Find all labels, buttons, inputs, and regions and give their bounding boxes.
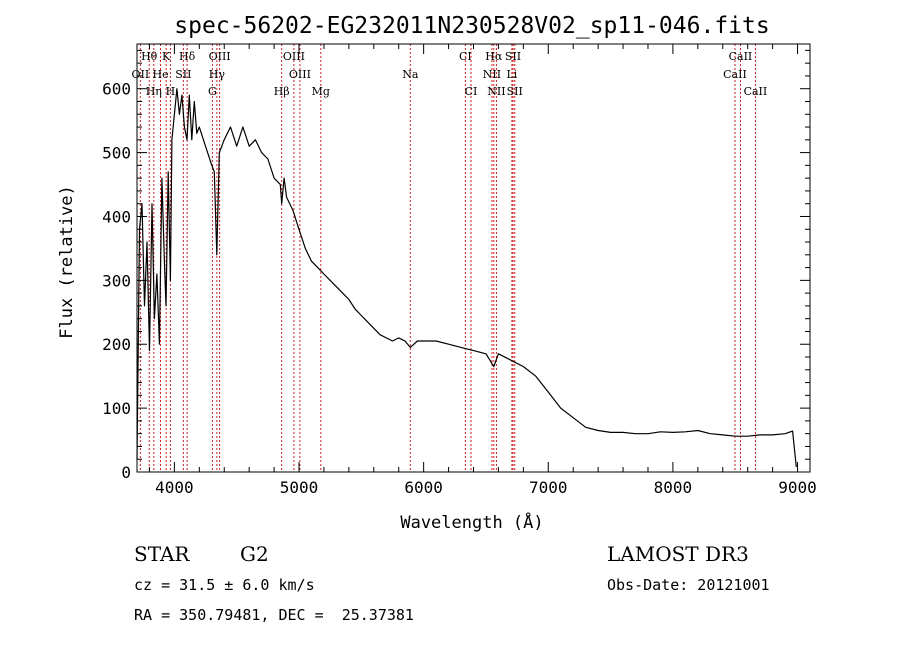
y-axis: 0 100 200 300 400 500 600 [102, 49, 810, 482]
x-tick-label-3: 7000 [529, 478, 568, 497]
line-label-7: SII [505, 50, 521, 63]
line-label-17: CaII [723, 68, 747, 81]
line-label-6: Hα [485, 50, 503, 63]
line-label-19: H [166, 85, 176, 98]
y-tick-label-3: 300 [102, 271, 131, 290]
line-label-14: Na [402, 68, 419, 81]
line-label-4: OIII [283, 50, 305, 63]
line-label-13: OIII [289, 68, 311, 81]
y-tick-label-4: 400 [102, 207, 131, 226]
y-tick-label-1: 100 [102, 399, 131, 418]
line-label-12: Hγ [209, 68, 226, 81]
y-tick-label-5: 500 [102, 144, 131, 163]
x-tick-label-2: 6000 [404, 478, 443, 497]
x-tick-label-0: 4000 [155, 478, 194, 497]
x-tick-label-4: 8000 [654, 478, 693, 497]
line-label-1: K [162, 50, 171, 63]
line-label-18: Hη [146, 85, 162, 98]
redshift-value: cz = 31.5 ± 6.0 km/s [134, 576, 315, 594]
spectrum-line [136, 88, 797, 467]
observation-date: Obs-Date: 20121001 [607, 576, 770, 594]
line-label-20: G [208, 85, 217, 98]
survey-name: LAMOST DR3 [607, 542, 749, 566]
spectral-line-markers [139, 44, 756, 472]
line-label-2: Hδ [179, 50, 196, 63]
x-axis-label: Wavelength (Å) [400, 511, 543, 533]
line-label-24: NII [487, 85, 505, 98]
y-tick-label-2: 200 [102, 335, 131, 354]
y-tick-label-0: 0 [121, 463, 131, 482]
line-label-15: NII [483, 68, 501, 81]
plot-frame [136, 43, 811, 473]
line-label-0: Hθ [141, 50, 158, 63]
spectrum-layer [136, 88, 797, 467]
line-label-9: OII [132, 68, 150, 81]
x-tick-label-5: 9000 [778, 478, 817, 497]
line-label-16: Li [506, 68, 517, 81]
line-label-8: CaII [729, 50, 753, 63]
line-label-3: OIII [209, 50, 231, 63]
chart-title: spec-56202-EG232011N230528V02_sp11-046.f… [174, 13, 769, 39]
line-label-5: CI [459, 50, 472, 63]
x-tick-label-1: 5000 [280, 478, 319, 497]
line-label-26: CaII [744, 85, 768, 98]
line-label-11: SII [175, 68, 191, 81]
line-label-21: Hβ [274, 85, 290, 98]
line-label-10: He [153, 68, 169, 81]
subclass: G2 [240, 542, 269, 566]
x-axis: 4000 5000 6000 7000 8000 9000 [148, 44, 817, 497]
coordinates: RA = 350.79481, DEC = 25.37381 [134, 606, 414, 624]
line-label-23: CI [465, 85, 478, 98]
object-type: STAR [134, 542, 190, 566]
y-axis-label: Flux (relative) [57, 185, 77, 339]
y-tick-label-6: 600 [102, 80, 131, 99]
line-label-22: Mg [312, 85, 330, 98]
line-label-25: SII [507, 85, 523, 98]
